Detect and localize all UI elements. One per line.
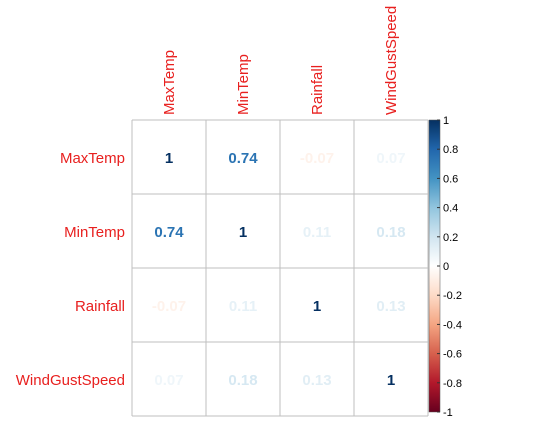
cell-WindGustSpeed-WindGustSpeed bbox=[354, 342, 428, 416]
cell-WindGustSpeed-MinTemp bbox=[206, 342, 280, 416]
colorbar-tick-label: -0.6 bbox=[443, 349, 462, 361]
column-label: MaxTemp bbox=[161, 50, 178, 115]
cell-Rainfall-MinTemp bbox=[206, 268, 280, 342]
value-label: 0.18 bbox=[228, 372, 257, 389]
value-label: 0.11 bbox=[229, 298, 257, 315]
column-label: WindGustSpeed bbox=[383, 6, 400, 115]
colorbar-tick-label: -0.2 bbox=[443, 290, 462, 302]
value-label: 0.74 bbox=[154, 224, 184, 241]
cell-Rainfall-MaxTemp bbox=[132, 268, 206, 342]
value-label: 0.18 bbox=[376, 224, 405, 241]
value-label: 0.13 bbox=[376, 298, 405, 315]
cell-MinTemp-MaxTemp bbox=[132, 194, 206, 268]
value-label: 1 bbox=[313, 298, 321, 315]
cell-MinTemp-Rainfall bbox=[280, 194, 354, 268]
cell-MaxTemp-Rainfall bbox=[280, 120, 354, 194]
colorbar-tick-label: 1 bbox=[443, 115, 449, 127]
colorbar: 1 0.8 0.6 0.4 0.2 0 -0.2 -0.4 -0.6 -0.8 -1 bbox=[428, 115, 462, 419]
colorbar-tick-label: 0.2 bbox=[443, 232, 458, 244]
value-label: 0.07 bbox=[154, 372, 183, 389]
column-label: MinTemp bbox=[235, 54, 252, 115]
colorbar-tick-label: 0.4 bbox=[443, 203, 458, 215]
colorbar-tick-label: 0.6 bbox=[443, 173, 458, 185]
value-label: 0.07 bbox=[376, 150, 405, 167]
colorbar-tick-label: -1 bbox=[443, 407, 453, 419]
value-labels: 1 0.74 -0.07 0.07 0.74 1 0.11 0.18 -0.07 0.11 1 0.1… bbox=[152, 150, 406, 389]
value-label: 0.11 bbox=[303, 224, 331, 241]
cell-Rainfall-WindGustSpeed bbox=[354, 268, 428, 342]
column-labels: MaxTemp MinTemp Rainfall WindGustSpeed bbox=[161, 6, 400, 115]
row-label: Rainfall bbox=[75, 298, 125, 315]
value-label: 1 bbox=[387, 372, 395, 389]
grid-lines bbox=[131, 119, 429, 417]
cell-MaxTemp-WindGustSpeed bbox=[354, 120, 428, 194]
cell-MaxTemp-MaxTemp bbox=[132, 120, 206, 194]
value-label: 1 bbox=[239, 224, 247, 241]
cell-WindGustSpeed-Rainfall bbox=[280, 342, 354, 416]
value-label: -0.07 bbox=[300, 150, 334, 167]
row-label: MinTemp bbox=[64, 224, 125, 241]
cell-MinTemp-MinTemp bbox=[206, 194, 280, 268]
value-label: 1 bbox=[165, 150, 173, 167]
cell-MinTemp-WindGustSpeed bbox=[354, 194, 428, 268]
row-labels: MaxTemp MinTemp Rainfall WindGustSpeed bbox=[16, 150, 125, 389]
cell-group bbox=[132, 120, 428, 416]
colorbar-tick-label: 0 bbox=[443, 261, 449, 273]
column-label: Rainfall bbox=[309, 65, 326, 115]
colorbar-tick-label: 0.8 bbox=[443, 144, 458, 156]
cell-Rainfall-Rainfall bbox=[280, 268, 354, 342]
cell-MaxTemp-MinTemp bbox=[206, 120, 280, 194]
cell-WindGustSpeed-MaxTemp bbox=[132, 342, 206, 416]
value-label: 0.13 bbox=[302, 372, 331, 389]
row-label: MaxTemp bbox=[60, 150, 125, 167]
row-label: WindGustSpeed bbox=[16, 372, 125, 389]
colorbar-tick-label: -0.8 bbox=[443, 378, 462, 390]
colorbar-tick-label: -0.4 bbox=[443, 319, 462, 331]
value-label: -0.07 bbox=[152, 298, 186, 315]
value-label: 0.74 bbox=[228, 150, 258, 167]
